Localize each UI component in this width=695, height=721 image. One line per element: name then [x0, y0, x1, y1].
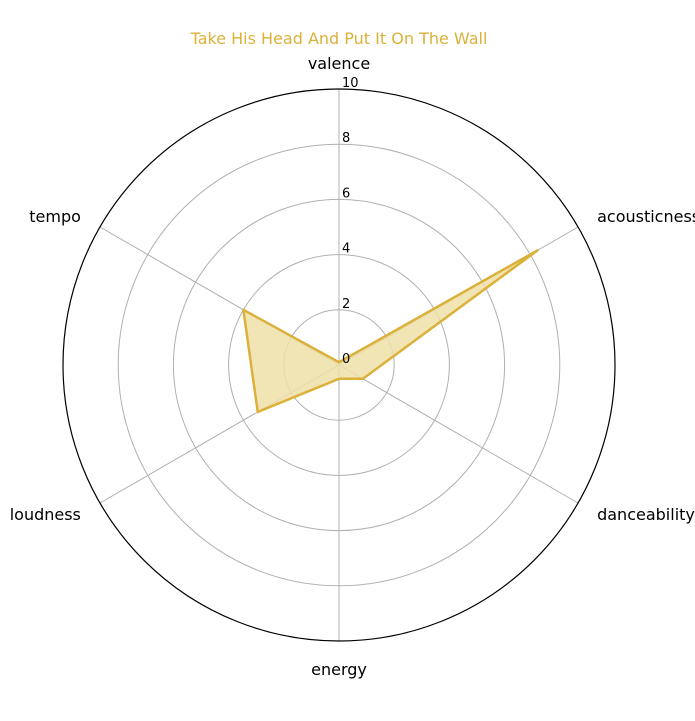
axis-label-acousticness: acousticness — [597, 207, 695, 226]
radial-tick-label: 10 — [342, 76, 359, 91]
axis-label-danceability: danceability — [597, 505, 695, 524]
radial-tick-label: 8 — [342, 131, 350, 146]
axis-spoke — [338, 364, 579, 504]
radial-tick-label: 0 — [342, 352, 350, 367]
polar-frame — [62, 88, 616, 642]
axis-label-energy: energy — [311, 660, 367, 679]
chart-title: Take His Head And Put It On The Wall — [190, 29, 488, 48]
radial-tick-label: 2 — [342, 297, 350, 312]
axis-label-loudness: loudness — [10, 505, 81, 524]
radial-tick-label: 4 — [342, 242, 350, 257]
series-line — [242, 249, 539, 414]
series-layer — [242, 249, 539, 414]
series-area — [243, 250, 538, 412]
axis-labels: valence acousticness danceability energy lou… — [10, 54, 695, 679]
axis-label-valence: valence — [308, 54, 370, 73]
radial-ticks: 0 2 4 6 8 10 — [342, 76, 359, 367]
axis-label-tempo: tempo — [29, 207, 81, 226]
radial-tick-label: 6 — [342, 186, 350, 201]
grid — [62, 88, 616, 642]
